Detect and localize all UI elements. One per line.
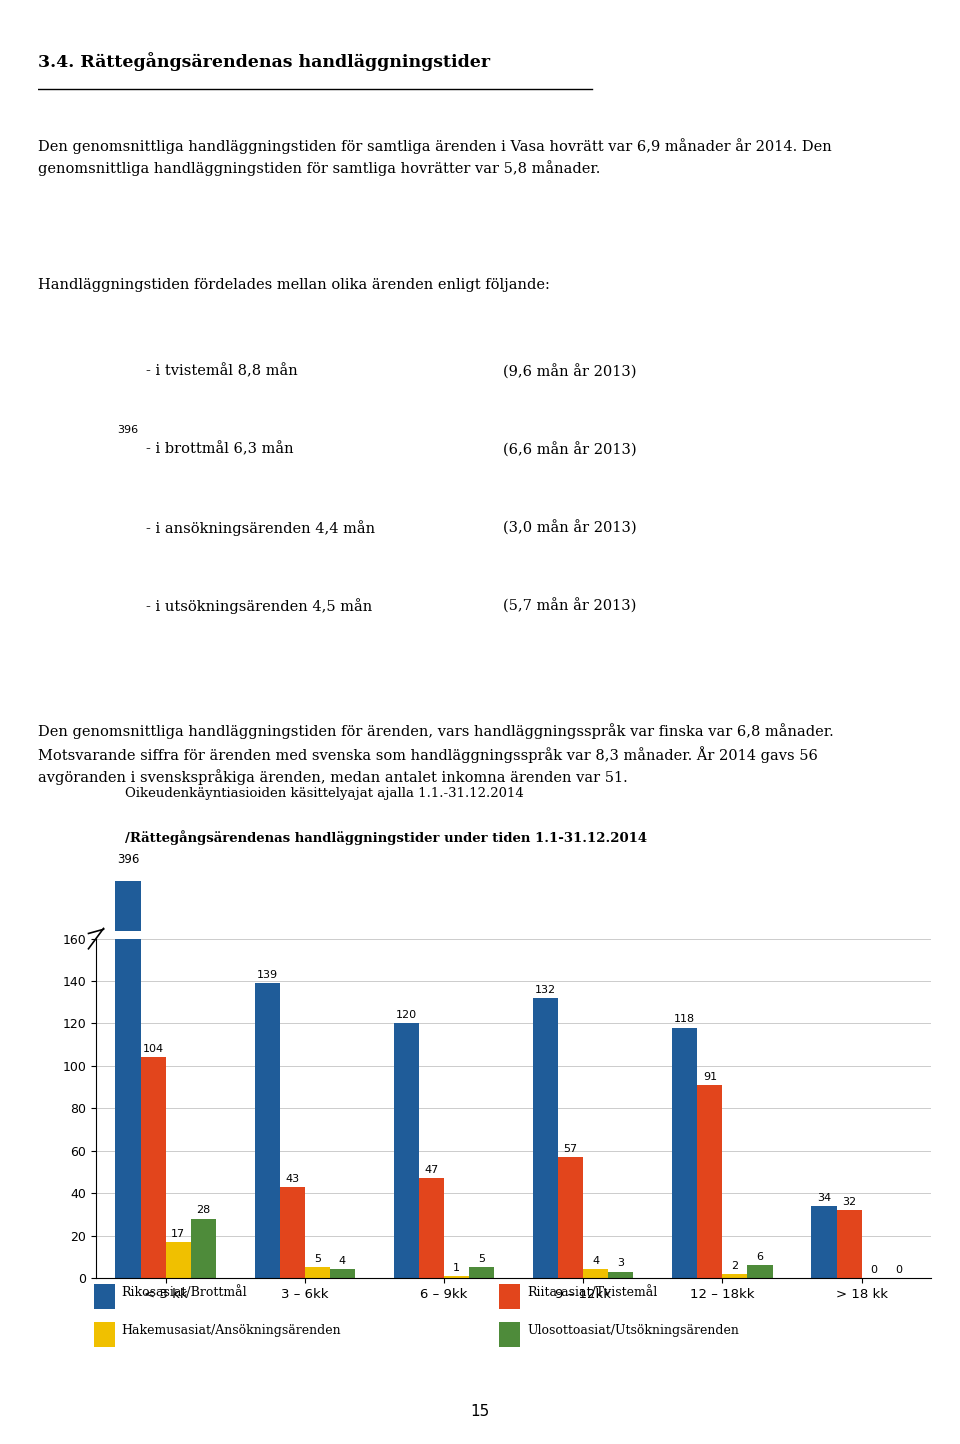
Text: 3: 3 — [617, 1258, 624, 1268]
Text: 17: 17 — [171, 1229, 185, 1239]
Bar — [140, 1057, 165, 1278]
Bar — [748, 1181, 773, 1186]
Text: 47: 47 — [424, 1165, 439, 1175]
Text: /Rättegångsärendenas handläggningstider under tiden 1.1-31.12.2014: /Rättegångsärendenas handläggningstider … — [125, 830, 647, 845]
Bar — [469, 1181, 494, 1186]
Bar — [748, 1265, 773, 1278]
Bar — [304, 1181, 330, 1186]
Text: 139: 139 — [256, 970, 277, 980]
Text: (6,6 mån år 2013): (6,6 mån år 2013) — [503, 442, 636, 458]
Bar — [672, 1095, 697, 1186]
Text: 1: 1 — [453, 1262, 460, 1272]
Bar — [811, 1160, 836, 1186]
Bar — [583, 1183, 609, 1186]
Text: (3,0 mån år 2013): (3,0 mån år 2013) — [503, 520, 636, 536]
Text: Oikeudenkäyntiasioiden käsittelyajat ajalla 1.1.-31.12.2014: Oikeudenkäyntiasioiden käsittelyajat aja… — [125, 787, 523, 800]
Text: 32: 32 — [842, 1197, 856, 1207]
Bar — [419, 1149, 444, 1186]
Bar — [444, 1276, 469, 1278]
Bar — [533, 998, 558, 1278]
Text: 43: 43 — [285, 1174, 300, 1184]
Text: 132: 132 — [535, 985, 556, 995]
Bar — [836, 1210, 861, 1278]
Bar — [722, 1184, 748, 1186]
Text: Riita-asiat/Tvistemål: Riita-asiat/Tvistemål — [527, 1285, 658, 1298]
Bar — [394, 1024, 419, 1278]
Bar — [583, 1269, 609, 1278]
Bar — [672, 1028, 697, 1278]
Text: 5: 5 — [478, 1255, 485, 1264]
Text: 396: 396 — [117, 425, 138, 435]
Text: Handläggningstiden fördelades mellan olika ärenden enligt följande:: Handläggningstiden fördelades mellan oli… — [38, 279, 550, 292]
Bar — [330, 1183, 355, 1186]
Bar — [722, 1274, 748, 1278]
Text: 5: 5 — [314, 1255, 321, 1264]
Text: Den genomsnittliga handläggningstiden för samtliga ärenden i Vasa hovrätt var 6,: Den genomsnittliga handläggningstiden fö… — [38, 139, 832, 176]
Text: 0: 0 — [896, 1265, 902, 1275]
Bar — [469, 1268, 494, 1278]
Text: 3.4. Rättegångsärendenas handläggningstider: 3.4. Rättegångsärendenas handläggningsti… — [38, 52, 491, 71]
Text: (5,7 mån år 2013): (5,7 mån år 2013) — [503, 598, 636, 614]
FancyBboxPatch shape — [499, 1284, 520, 1308]
Bar — [419, 1178, 444, 1278]
Text: 28: 28 — [196, 1206, 210, 1216]
Bar — [254, 983, 279, 1278]
Bar — [836, 1161, 861, 1186]
Text: - i tvistemål 8,8 mån: - i tvistemål 8,8 mån — [146, 364, 298, 378]
Text: 6: 6 — [756, 1252, 763, 1262]
Bar — [811, 1206, 836, 1278]
FancyBboxPatch shape — [94, 1323, 115, 1347]
FancyBboxPatch shape — [499, 1323, 520, 1347]
Text: Den genomsnittliga handläggningstiden för ärenden, vars handläggningsspråk var f: Den genomsnittliga handläggningstiden fö… — [38, 723, 834, 786]
Bar — [115, 881, 140, 1186]
Text: 57: 57 — [564, 1144, 578, 1154]
Bar — [609, 1183, 634, 1186]
Bar — [279, 1152, 305, 1186]
Bar — [165, 1173, 191, 1186]
Text: 0: 0 — [871, 1265, 877, 1275]
Bar — [191, 1219, 216, 1278]
Text: Rikosasiat/Brottmål: Rikosasiat/Brottmål — [122, 1285, 247, 1298]
Bar — [533, 1084, 558, 1186]
Text: 120: 120 — [396, 1011, 417, 1021]
Bar — [191, 1164, 216, 1186]
Bar — [394, 1093, 419, 1186]
Bar — [279, 1187, 305, 1278]
FancyBboxPatch shape — [94, 1284, 115, 1308]
Bar — [140, 1106, 165, 1186]
Text: - i ansökningsärenden 4,4 mån: - i ansökningsärenden 4,4 mån — [146, 520, 374, 536]
Text: 4: 4 — [339, 1256, 346, 1266]
Text: - i brottmål 6,3 mån: - i brottmål 6,3 mån — [146, 442, 293, 456]
Text: 118: 118 — [674, 1015, 695, 1024]
Text: 104: 104 — [142, 1044, 163, 1054]
Bar — [558, 1142, 584, 1186]
Bar — [697, 1115, 722, 1186]
Bar — [304, 1268, 330, 1278]
Text: 396: 396 — [117, 853, 139, 866]
Bar — [609, 1272, 634, 1278]
Bar — [330, 1269, 355, 1278]
Text: 4: 4 — [592, 1256, 599, 1266]
Bar — [697, 1084, 722, 1278]
Text: (9,6 mån år 2013): (9,6 mån år 2013) — [503, 364, 636, 380]
Bar — [165, 1242, 191, 1278]
Bar — [558, 1157, 584, 1278]
Text: - i utsökningsärenden 4,5 mån: - i utsökningsärenden 4,5 mån — [146, 598, 372, 614]
Text: Hakemusasiat/Ansökningsärenden: Hakemusasiat/Ansökningsärenden — [122, 1324, 341, 1337]
Text: Ulosottoasiat/Utsökningsärenden: Ulosottoasiat/Utsökningsärenden — [527, 1324, 739, 1337]
Bar — [254, 1079, 279, 1186]
Text: 34: 34 — [817, 1193, 831, 1203]
Bar — [115, 438, 140, 1278]
Text: 2: 2 — [732, 1261, 738, 1271]
Text: 15: 15 — [470, 1404, 490, 1419]
Text: 91: 91 — [703, 1071, 717, 1082]
